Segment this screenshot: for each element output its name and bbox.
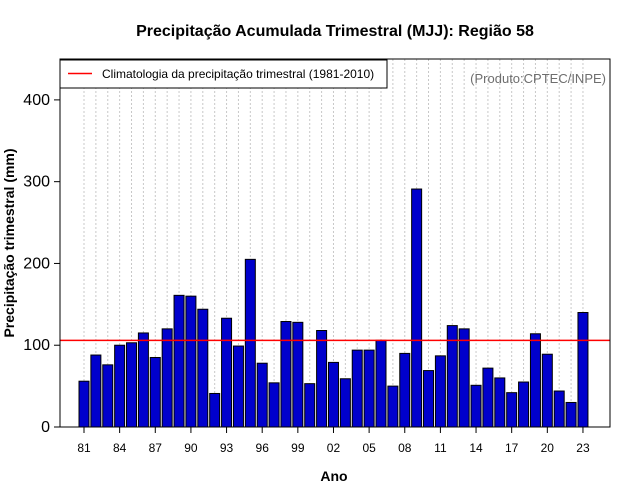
- x-tick-label: 23: [576, 441, 590, 455]
- y-tick-label: 300: [23, 174, 50, 191]
- bar-1991: [197, 308, 209, 428]
- bar-1981: [78, 380, 90, 428]
- x-tick-label: 96: [256, 441, 270, 455]
- x-axis-label: Ano: [320, 468, 347, 484]
- bar-2023: [577, 312, 589, 428]
- bar-2018: [518, 381, 530, 428]
- x-tick-label: 08: [398, 441, 412, 455]
- x-tick-label: 81: [77, 441, 91, 455]
- bar-2008: [399, 352, 411, 428]
- grid-lines: [83, 59, 584, 427]
- bar-1998: [280, 321, 292, 428]
- bar-1993: [221, 317, 233, 428]
- y-tick-label: 100: [23, 337, 50, 354]
- y-tick-label: 0: [41, 419, 50, 436]
- bar-2007: [387, 385, 399, 428]
- bar-2022: [565, 401, 577, 428]
- legend-label: Climatologia da precipitação trimestral …: [102, 67, 374, 81]
- legend: Climatologia da precipitação trimestral …: [59, 59, 388, 89]
- x-tick-label: 02: [327, 441, 341, 455]
- bar-1986: [137, 332, 149, 428]
- bar-2019: [529, 333, 541, 428]
- bar-2021: [553, 390, 565, 428]
- bar-2002: [327, 361, 339, 428]
- bar-2006: [375, 339, 387, 428]
- bar-2020: [541, 353, 553, 428]
- x-tick-label: 84: [113, 441, 127, 455]
- bar-2003: [339, 378, 351, 428]
- bar-1990: [185, 295, 197, 428]
- bar-2010: [423, 370, 435, 428]
- bar-2015: [482, 367, 494, 428]
- y-axis: 0 100 200 300 400: [23, 92, 60, 436]
- x-tick-label: 93: [220, 441, 234, 455]
- bar-2009: [411, 188, 423, 428]
- bar-2011: [434, 355, 446, 428]
- bar-1996: [256, 362, 268, 428]
- x-tick-label: 99: [291, 441, 305, 455]
- bar-1983: [102, 364, 114, 428]
- bar-2000: [304, 383, 316, 428]
- plot-frame: [59, 58, 611, 428]
- y-tick-label: 200: [23, 255, 50, 272]
- bar-1985: [126, 342, 138, 428]
- x-tick-label: 90: [184, 441, 198, 455]
- bar-2001: [316, 330, 328, 428]
- y-axis-label: Precipitação trimestral (mm): [1, 148, 17, 337]
- bar-1988: [161, 328, 173, 428]
- bar-1994: [232, 345, 244, 428]
- chart-title: Precipitação Acumulada Trimestral (MJJ):…: [136, 23, 534, 40]
- bar-1982: [90, 354, 102, 428]
- bar-1989: [173, 294, 185, 428]
- bar-1999: [292, 321, 304, 428]
- bar-1997: [268, 382, 280, 428]
- bar-2004: [351, 349, 363, 428]
- x-axis: 81 84 87 90 93 96 99 02 05 08 11 14 17 20 23: [77, 427, 590, 455]
- x-tick-label: 17: [505, 441, 519, 455]
- legend-box: [59, 59, 388, 89]
- bar-2017: [506, 392, 518, 428]
- bar-1984: [114, 344, 126, 428]
- bar-2005: [363, 349, 375, 428]
- bar-2013: [458, 328, 470, 428]
- y-tick-label: 400: [23, 92, 50, 109]
- bars: [78, 188, 589, 428]
- x-tick-label: 14: [469, 441, 483, 455]
- x-tick-label: 05: [362, 441, 376, 455]
- bar-2014: [470, 384, 482, 428]
- x-tick-label: 20: [541, 441, 555, 455]
- bar-1987: [149, 356, 161, 428]
- x-tick-label: 11: [434, 441, 447, 455]
- bar-2016: [494, 377, 506, 428]
- bar-1995: [244, 258, 256, 428]
- source-note: (Produto:CPTEC/INPE): [470, 71, 606, 86]
- bar-1992: [209, 392, 221, 428]
- x-tick-label: 87: [149, 441, 163, 455]
